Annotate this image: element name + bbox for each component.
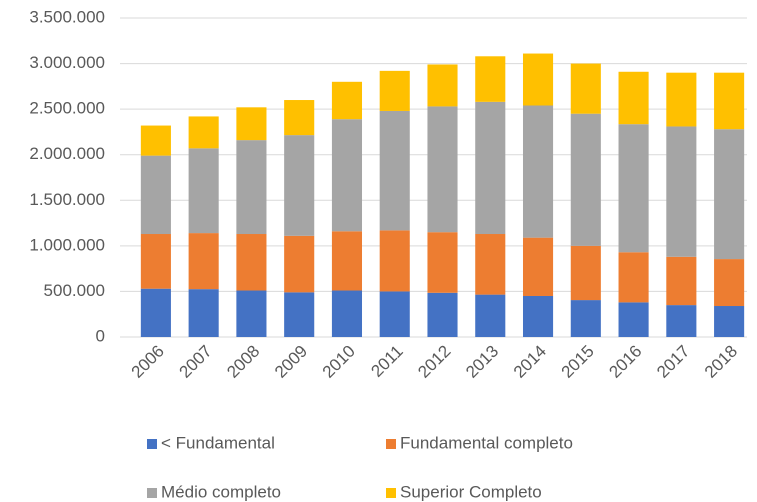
x-tick-label: 2011 [367,342,406,381]
bar-segment [140,288,171,337]
bar-segment [714,259,745,307]
bar-segment [618,302,649,337]
bar-segment [379,70,410,111]
bar-segment [475,56,506,102]
bar-segment [570,300,601,337]
y-tick-label: 2.000.000 [29,144,105,163]
bar-segment [666,256,697,306]
bar-segment [140,234,171,289]
x-tick-label: 2010 [319,342,359,382]
bar-segment [618,252,649,303]
bar-segment [284,135,315,236]
bar-segment [475,101,506,235]
x-tick-label: 2006 [128,342,168,382]
bar-segment [427,106,458,233]
legend-swatch [386,488,396,498]
y-tick-label: 0 [96,326,105,345]
x-tick-label: 2017 [653,342,693,382]
x-tick-label: 2008 [223,342,263,382]
bar-segment [236,290,267,337]
bar-segment [427,64,458,107]
bar-segment [379,110,410,231]
bar-segment [379,230,410,292]
x-tick-label: 2009 [271,342,311,382]
legend-label: Superior Completo [400,482,542,501]
bar-segment [618,71,649,125]
bar-segment [522,53,554,106]
bar-segment [284,100,315,136]
bar-segment [714,306,745,337]
x-tick-label: 2015 [558,342,598,382]
bar-segment [522,237,554,296]
bar-segment [618,124,649,253]
bar-segment [236,107,267,141]
y-tick-label: 1.500.000 [29,190,105,209]
bar-segment [570,245,601,301]
legend-label: Médio completo [161,482,281,501]
legend-label: Fundamental completo [400,433,573,452]
bar-segment [427,232,458,293]
bar-segment [666,72,697,127]
bar-segment [475,234,506,295]
y-tick-label: 3.000.000 [29,53,105,72]
y-tick-label: 2.500.000 [29,99,105,118]
x-tick-label: 2012 [414,342,454,382]
bar-segment [570,63,601,114]
bar-segment [714,129,745,260]
bar-segment [475,294,506,337]
x-tick-label: 2014 [510,342,550,382]
bar-segment [522,105,554,238]
bar-segment [331,119,363,232]
bar-segment [666,126,697,257]
bar-segment [331,81,363,120]
x-tick-label: 2016 [605,342,645,382]
bar-segment [188,116,219,149]
bar-segment [284,292,315,337]
legend-swatch [386,439,396,449]
x-tick-label: 2013 [462,342,502,382]
bar-segment [427,292,458,337]
bar-segment [666,305,697,337]
legend-label: < Fundamental [161,433,275,452]
bar-segment [379,291,410,337]
x-tick-label: 2018 [701,342,741,382]
x-tick-label: 2007 [175,342,215,382]
bar-segment [570,113,601,246]
y-tick-label: 3.500.000 [29,7,105,26]
bar-segment [188,289,219,337]
bar-segment [236,234,267,291]
bar-segment [140,155,171,235]
bar-segment [522,295,554,337]
bar-segment [714,72,745,130]
y-tick-label: 500.000 [44,281,105,300]
legend-swatch [147,439,157,449]
bar-segment [140,125,171,156]
bar-segment [331,231,363,291]
bar-segment [188,233,219,290]
legend-swatch [147,488,157,498]
bar-segment [284,235,315,293]
bar-segment [236,140,267,235]
bar-segment [331,290,363,337]
y-tick-label: 1.000.000 [29,235,105,254]
bar-segment [188,148,219,234]
